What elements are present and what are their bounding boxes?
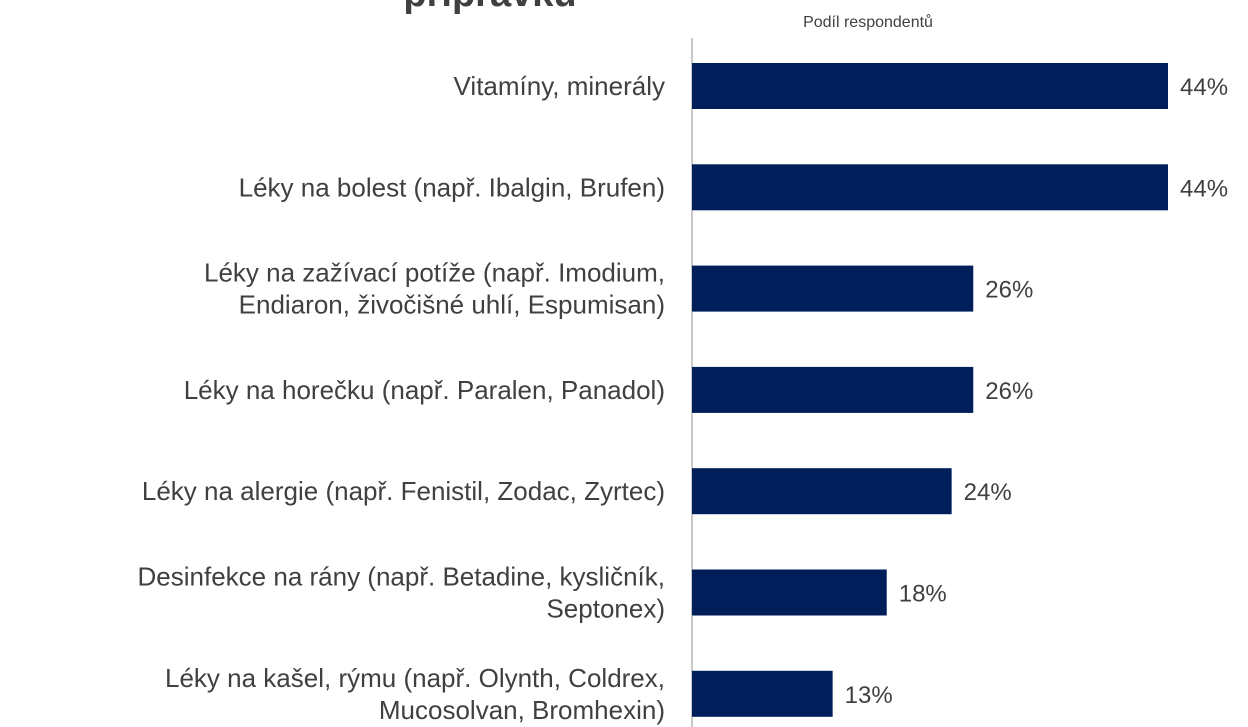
bar — [692, 468, 952, 515]
chart-title: přípravků — [403, 0, 576, 15]
category-label: Léky na horečku (např. Paralen, Panadol) — [184, 375, 665, 405]
bar — [692, 670, 833, 717]
category-label: Léky na bolest (např. Ibalgin, Brufen) — [239, 172, 665, 202]
category-label: Léky na zažívací potíže (např. Imodium, E… — [204, 258, 665, 320]
value-label: 26% — [985, 378, 1033, 405]
category-label: Vitamíny, minerály — [454, 71, 665, 101]
value-label: 44% — [1180, 175, 1228, 202]
value-label: 24% — [964, 479, 1012, 506]
category-label: Léky na kašel, rýmu (např. Olynth, Coldr… — [165, 663, 665, 725]
bar — [692, 63, 1168, 109]
value-label: 13% — [845, 682, 893, 709]
bar — [692, 265, 974, 312]
value-label: 18% — [899, 581, 947, 608]
value-label: 44% — [1180, 74, 1228, 101]
category-label: Desinfekce na rány (např. Betadine, kysl… — [138, 562, 665, 624]
value-label: 26% — [985, 277, 1033, 304]
bar — [692, 164, 1168, 211]
bar — [692, 569, 887, 616]
category-label: Léky na alergie (např. Fenistil, Zodac, … — [142, 476, 665, 506]
axis-label: Podíl respondentů — [803, 13, 933, 31]
bar — [692, 366, 974, 413]
